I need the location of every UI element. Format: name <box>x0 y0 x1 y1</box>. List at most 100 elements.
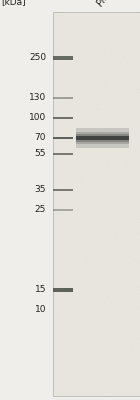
Point <box>135 230 137 236</box>
Point <box>94 264 97 270</box>
Point <box>119 130 121 137</box>
Point <box>134 255 136 262</box>
Point <box>74 13 76 19</box>
Point <box>63 367 66 373</box>
Point <box>130 213 133 220</box>
Point <box>60 368 63 374</box>
Point <box>89 360 91 366</box>
Point <box>58 232 60 238</box>
Point <box>71 80 74 86</box>
Point <box>61 300 63 306</box>
Point <box>135 12 137 18</box>
Point <box>133 116 136 123</box>
Point <box>53 336 56 342</box>
Point <box>100 308 102 315</box>
Bar <box>76 134 129 142</box>
Point <box>133 379 136 385</box>
Point <box>110 51 112 57</box>
Point <box>93 181 95 188</box>
Point <box>128 239 130 245</box>
Point <box>105 322 107 328</box>
Point <box>73 29 75 36</box>
Point <box>90 166 92 172</box>
Point <box>73 88 75 94</box>
Point <box>78 200 80 206</box>
Point <box>124 152 127 158</box>
Point <box>110 41 113 48</box>
Point <box>81 175 83 181</box>
Point <box>80 308 82 314</box>
Point <box>129 68 131 75</box>
Point <box>108 246 110 252</box>
Point <box>88 126 90 132</box>
Point <box>52 220 55 226</box>
Point <box>134 364 136 370</box>
Point <box>113 333 115 340</box>
Point <box>134 282 136 288</box>
Point <box>122 32 124 39</box>
Text: 10: 10 <box>35 306 46 314</box>
Point <box>72 240 74 247</box>
Point <box>116 113 118 120</box>
Point <box>55 312 57 318</box>
Point <box>96 162 98 169</box>
Point <box>63 165 66 172</box>
Point <box>102 339 104 345</box>
Point <box>126 66 128 72</box>
Point <box>132 352 135 358</box>
Point <box>116 178 119 184</box>
Point <box>86 73 88 80</box>
Point <box>113 225 115 232</box>
Text: 100: 100 <box>29 114 46 122</box>
Point <box>134 156 136 163</box>
Point <box>103 78 106 84</box>
Point <box>84 240 86 246</box>
Point <box>53 315 55 322</box>
Point <box>66 164 68 170</box>
Point <box>119 60 121 66</box>
Text: Plasma: Plasma <box>95 0 124 8</box>
Point <box>135 30 137 37</box>
Text: 25: 25 <box>35 206 46 214</box>
Point <box>83 270 85 277</box>
Point <box>96 341 98 348</box>
Point <box>122 289 125 295</box>
Point <box>99 21 101 27</box>
Point <box>95 106 97 112</box>
Point <box>75 186 77 193</box>
Point <box>67 335 69 342</box>
Text: 250: 250 <box>29 54 46 62</box>
Point <box>114 128 116 134</box>
Point <box>108 161 110 168</box>
Point <box>90 74 92 80</box>
Point <box>108 170 110 176</box>
Point <box>126 264 128 270</box>
Point <box>62 86 64 93</box>
Point <box>110 176 113 182</box>
Point <box>62 108 64 115</box>
Point <box>95 158 97 165</box>
Point <box>77 301 79 308</box>
Point <box>131 236 134 242</box>
Point <box>93 238 95 245</box>
Point <box>61 34 63 40</box>
Bar <box>76 128 129 148</box>
Point <box>87 150 89 156</box>
Point <box>84 334 86 341</box>
Point <box>126 164 128 170</box>
Point <box>86 361 88 368</box>
Point <box>62 60 64 67</box>
Point <box>83 62 86 68</box>
Point <box>113 42 115 48</box>
Point <box>130 375 132 382</box>
Point <box>97 121 100 127</box>
Point <box>130 198 132 205</box>
Point <box>68 22 71 29</box>
Point <box>55 116 57 122</box>
Point <box>77 304 79 310</box>
Point <box>95 150 97 156</box>
Point <box>54 153 57 160</box>
Text: 55: 55 <box>35 150 46 158</box>
Point <box>62 137 65 144</box>
Point <box>138 89 140 96</box>
